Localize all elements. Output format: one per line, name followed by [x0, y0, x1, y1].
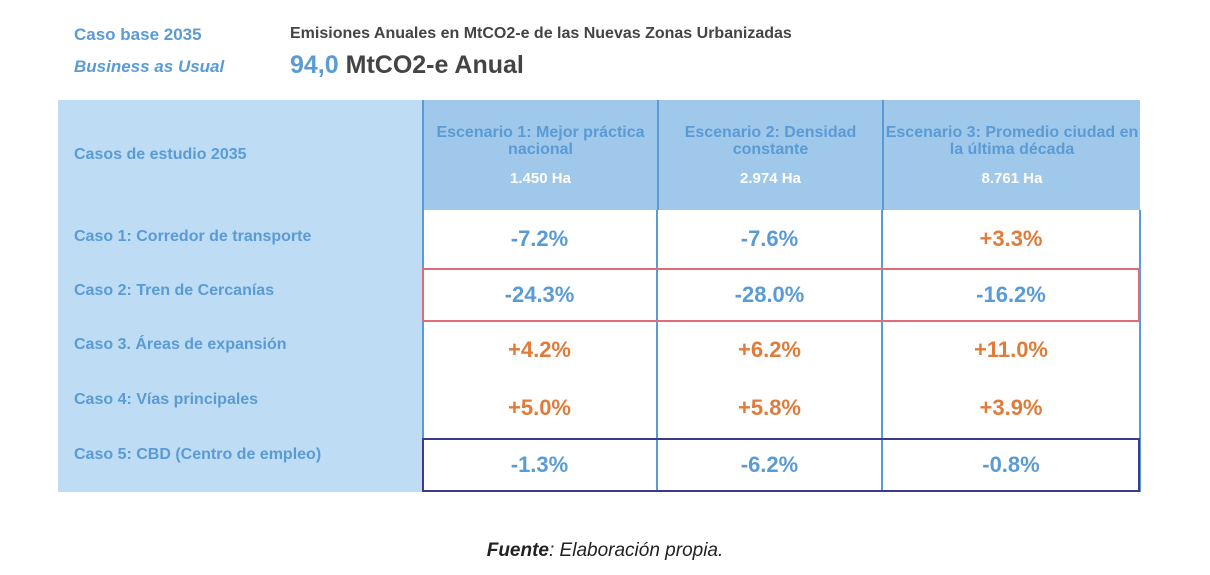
value-unit: MtCO2-e Anual	[345, 51, 524, 79]
table-cell: +6.2%	[738, 337, 801, 362]
table-cell: -7.6%	[740, 226, 799, 251]
row-label: Caso 5: CBD (Centro de empleo)	[74, 446, 322, 463]
table-cell: +3.3%	[979, 226, 1043, 251]
table-cell: -7.2%	[510, 226, 569, 251]
table-cell: +11.0%	[973, 337, 1048, 362]
source-text: : Elaboración propia.	[549, 540, 724, 561]
scenario-label: Escenario 3: Promedio ciudad en la últim…	[885, 123, 1139, 158]
scenario-label: Escenario 1: Mejor práctica nacional	[436, 123, 645, 158]
value-number: 94,0	[290, 51, 339, 79]
table-cell: -1.3%	[510, 452, 569, 477]
corner-label: Casos de estudio 2035	[74, 146, 247, 163]
row-label: Caso 1: Corredor de transporte	[74, 228, 312, 245]
row-label: Caso 3. Áreas de expansión	[74, 336, 287, 353]
emissions-title: Emisiones Anuales en MtCO2-e de las Nuev…	[290, 25, 792, 42]
source-label: Fuente	[486, 540, 549, 561]
emissions-value: 94,0 MtCO2-e Anual	[290, 51, 524, 80]
table-cell: +3.9%	[979, 395, 1043, 420]
row-label: Caso 2: Tren de Cercanías	[74, 282, 275, 299]
table-cell: +5.0%	[508, 395, 571, 420]
scenario-area: 1.450 Ha	[510, 169, 571, 187]
scenario-label: Escenario 2: Densidad constante	[684, 123, 857, 158]
table-cell: -16.2%	[976, 282, 1046, 307]
column-divider	[1139, 210, 1141, 492]
row-labels-column	[58, 100, 422, 492]
scenario-area: 8.761 Ha	[981, 169, 1043, 187]
table-cell: +4.2%	[508, 337, 571, 362]
table-cell: -24.3%	[504, 282, 575, 307]
table-cell: -0.8%	[982, 452, 1040, 477]
column-header-2: Escenario 2: Densidad constante 2.974 Ha	[657, 100, 882, 210]
column-divider	[881, 210, 883, 492]
bau-label: Business as Usual	[74, 57, 225, 76]
row-label: Caso 4: Vías principales	[74, 391, 259, 408]
column-divider	[422, 210, 424, 492]
table-cell: +5.8%	[738, 395, 801, 420]
column-header-1: Escenario 1: Mejor práctica nacional 1.45…	[422, 100, 657, 210]
base-case-label: Caso base 2035	[74, 25, 202, 44]
row-highlight-box	[422, 438, 1140, 492]
scenario-area: 2.974 Ha	[740, 169, 801, 187]
table-cell: -6.2%	[740, 452, 799, 477]
column-divider	[656, 210, 658, 492]
source-note: Fuente: Elaboración propia.	[0, 540, 1210, 562]
table-cell: -28.0%	[734, 282, 805, 307]
row-highlight-box	[422, 268, 1140, 322]
column-header-3: Escenario 3: Promedio ciudad en la últim…	[882, 100, 1140, 210]
